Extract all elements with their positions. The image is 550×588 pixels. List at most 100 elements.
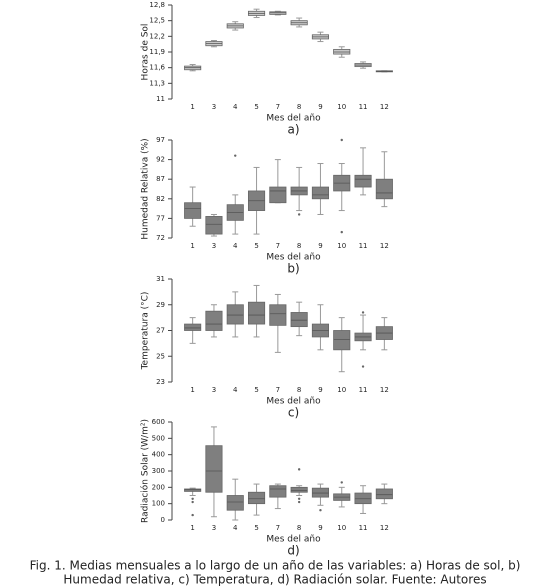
y-axis-label: Horas de Sol <box>141 24 151 81</box>
x-tick-label: 3 <box>212 242 216 250</box>
box <box>205 310 223 331</box>
y-tick-label: 97 <box>156 136 165 144</box>
box <box>333 330 351 351</box>
box <box>290 312 308 328</box>
x-tick-label: 10 <box>337 103 346 111</box>
x-tick-label: 8 <box>297 242 301 250</box>
x-tick-label: 10 <box>337 242 346 250</box>
outlier <box>234 154 237 157</box>
outlier <box>340 138 343 142</box>
x-tick-label: 3 <box>212 524 216 532</box>
box <box>311 186 330 200</box>
outlier <box>191 513 194 517</box>
y-tick-label: 27 <box>156 327 165 335</box>
x-tick-label: 9 <box>318 386 322 394</box>
box <box>184 323 202 331</box>
x-axis-label: Mes del año <box>266 114 321 124</box>
panel-label: d) <box>287 544 299 558</box>
y-tick-label: 500 <box>152 434 165 442</box>
box <box>247 491 266 505</box>
box <box>205 216 223 235</box>
box <box>205 445 223 493</box>
x-axis-label: Mes del año <box>266 535 321 545</box>
x-tick-label: 9 <box>318 524 322 532</box>
y-axis-label: Temperatura (°C) <box>141 292 151 371</box>
x-tick-label: 1 <box>190 524 194 532</box>
x-tick-label: 8 <box>297 103 301 111</box>
y-tick-label: 100 <box>152 500 165 508</box>
box <box>247 301 266 325</box>
x-axis-label: Mes del año <box>266 253 321 263</box>
outlier <box>340 481 343 484</box>
panel-label: b) <box>287 262 299 276</box>
x-tick-label: 12 <box>380 103 389 111</box>
y-tick-label: 300 <box>152 467 165 475</box>
x-tick-label: 7 <box>276 242 280 250</box>
x-tick-label: 12 <box>380 524 389 532</box>
x-tick-label: 11 <box>359 386 368 394</box>
outlier <box>297 468 301 471</box>
y-tick-label: 200 <box>152 483 165 491</box>
y-tick-label: 23 <box>156 378 165 386</box>
box <box>226 304 244 325</box>
outlier <box>319 509 322 512</box>
y-tick-label: 11,6 <box>149 64 165 72</box>
x-tick-label: 4 <box>233 524 238 532</box>
box <box>354 492 372 505</box>
box <box>354 174 372 188</box>
panel-label: a) <box>287 123 299 137</box>
x-tick-label: 8 <box>297 386 301 394</box>
x-tick-label: 9 <box>318 242 322 250</box>
y-tick-label: 11,3 <box>149 79 165 87</box>
box <box>269 304 287 326</box>
box <box>184 488 202 492</box>
y-tick-label: 12,5 <box>149 17 165 25</box>
x-tick-label: 12 <box>380 386 389 394</box>
caption-line: Fig. 1. Medias mensuales a lo largo de u… <box>30 559 521 573</box>
x-tick-label: 1 <box>190 386 194 394</box>
x-tick-label: 3 <box>212 386 216 394</box>
outlier <box>361 311 365 314</box>
x-tick-label: 3 <box>212 103 216 111</box>
y-tick-label: 72 <box>156 234 165 242</box>
x-tick-label: 8 <box>297 524 301 532</box>
x-tick-label: 10 <box>337 386 346 394</box>
x-tick-label: 7 <box>276 386 280 394</box>
x-tick-label: 11 <box>359 103 368 111</box>
x-tick-label: 1 <box>190 242 194 250</box>
x-tick-label: 12 <box>380 242 389 250</box>
y-tick-label: 82 <box>156 195 165 203</box>
outlier <box>297 213 301 216</box>
y-tick-label: 29 <box>156 301 165 309</box>
y-tick-label: 77 <box>156 214 165 222</box>
y-axis-label: Humedad Relativa (%) <box>141 138 151 239</box>
y-tick-label: 0 <box>161 516 165 524</box>
x-tick-label: 4 <box>233 242 238 250</box>
x-tick-label: 11 <box>359 242 368 250</box>
x-tick-label: 4 <box>233 103 238 111</box>
x-tick-label: 7 <box>276 103 280 111</box>
y-tick-label: 400 <box>152 451 165 459</box>
y-tick-label: 87 <box>156 175 165 183</box>
y-tick-label: 31 <box>156 275 165 283</box>
x-tick-label: 9 <box>318 103 322 111</box>
x-tick-label: 11 <box>359 524 368 532</box>
x-tick-label: 10 <box>337 524 346 532</box>
x-tick-label: 5 <box>254 524 258 532</box>
box <box>311 487 330 498</box>
box <box>290 486 308 493</box>
box <box>226 495 244 511</box>
x-tick-label: 4 <box>233 386 238 394</box>
y-axis-label: Radiación Solar (W/m²) <box>140 419 151 523</box>
y-tick-label: 11 <box>156 95 165 103</box>
y-tick-label: 92 <box>156 156 165 164</box>
x-tick-label: 5 <box>254 242 258 250</box>
box <box>269 186 287 204</box>
outlier <box>297 497 301 500</box>
box <box>269 485 287 498</box>
x-axis-label: Mes del año <box>266 397 321 407</box>
outlier <box>191 500 194 504</box>
y-tick-label: 12,8 <box>149 1 165 9</box>
x-tick-label: 5 <box>254 103 258 111</box>
